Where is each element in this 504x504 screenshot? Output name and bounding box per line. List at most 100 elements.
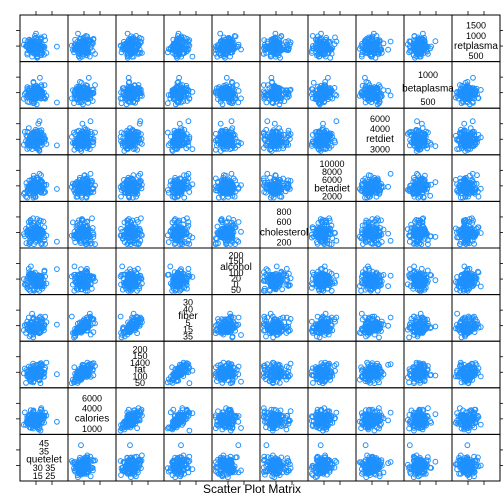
data-point bbox=[71, 100, 77, 107]
data-point bbox=[422, 41, 428, 48]
data-point bbox=[90, 90, 97, 97]
data-point bbox=[183, 41, 190, 48]
data-point bbox=[136, 90, 143, 97]
data-point bbox=[34, 87, 41, 94]
data-point bbox=[362, 44, 369, 51]
data-point bbox=[231, 33, 238, 39]
panel-r2-c8 bbox=[403, 107, 453, 156]
data-point bbox=[212, 130, 219, 137]
data-point bbox=[164, 100, 171, 107]
data-point bbox=[89, 215, 95, 222]
data-point bbox=[38, 52, 44, 59]
data-point bbox=[70, 87, 76, 93]
data-point bbox=[333, 118, 340, 125]
data-point bbox=[374, 50, 381, 57]
panel-r0-c8 bbox=[403, 14, 453, 63]
data-point bbox=[134, 44, 141, 51]
data-point bbox=[71, 46, 78, 53]
data-point bbox=[264, 118, 271, 125]
data-point bbox=[235, 41, 242, 48]
data-point bbox=[27, 38, 34, 45]
panel-r3-c1 bbox=[67, 154, 117, 202]
data-point bbox=[328, 50, 335, 57]
data-point bbox=[34, 94, 41, 101]
data-point bbox=[332, 34, 338, 41]
data-point bbox=[118, 225, 124, 232]
panel-r0-c3 bbox=[163, 14, 213, 63]
data-point bbox=[428, 181, 435, 188]
data-point bbox=[183, 35, 190, 42]
data-point bbox=[167, 46, 174, 53]
data-point bbox=[318, 30, 324, 37]
data-point bbox=[189, 146, 196, 153]
panel-r4-c0 bbox=[19, 200, 69, 249]
diag-var-label: betaplasma bbox=[402, 83, 454, 94]
diag-tick-label: 3000 bbox=[370, 144, 390, 154]
data-point bbox=[218, 41, 225, 48]
data-point bbox=[318, 35, 325, 42]
data-point bbox=[84, 96, 91, 103]
data-point bbox=[427, 192, 434, 199]
panel-r1-c2 bbox=[115, 61, 165, 109]
data-point bbox=[414, 118, 420, 125]
data-point bbox=[125, 44, 132, 51]
data-point bbox=[366, 41, 373, 48]
panel-r2-c9 bbox=[451, 107, 501, 156]
data-point bbox=[331, 41, 338, 48]
data-point bbox=[363, 38, 370, 45]
panel-r1-c7 bbox=[355, 61, 405, 109]
data-point bbox=[34, 54, 41, 61]
diag-tick-label: 2000 bbox=[322, 191, 342, 201]
data-point bbox=[285, 38, 292, 45]
data-point bbox=[371, 30, 377, 37]
data-point bbox=[314, 52, 320, 59]
panel-r3-c2 bbox=[115, 154, 165, 202]
data-point bbox=[31, 99, 38, 106]
diag-tick-label: 1000 bbox=[466, 31, 486, 41]
data-point bbox=[127, 50, 134, 57]
data-point bbox=[327, 38, 334, 45]
panel-r1-c9 bbox=[451, 61, 501, 109]
data-point bbox=[81, 91, 88, 98]
data-point bbox=[76, 83, 83, 90]
data-point bbox=[272, 34, 279, 41]
data-point bbox=[90, 87, 97, 93]
data-point bbox=[38, 44, 45, 51]
data-point bbox=[474, 172, 480, 179]
data-point bbox=[38, 83, 45, 90]
data-point bbox=[90, 35, 97, 42]
data-point bbox=[124, 30, 131, 37]
panel-r3-c0 bbox=[19, 154, 69, 202]
data-point bbox=[369, 41, 376, 48]
data-point bbox=[135, 82, 142, 88]
diag-tick-label: 1500 bbox=[466, 21, 486, 31]
data-point bbox=[54, 142, 60, 149]
data-point bbox=[125, 41, 132, 48]
data-point bbox=[129, 38, 136, 45]
data-point bbox=[84, 44, 91, 51]
data-point bbox=[41, 82, 48, 88]
data-point bbox=[223, 74, 230, 81]
panel-r4-c1 bbox=[67, 200, 117, 249]
data-point bbox=[387, 38, 394, 45]
data-point bbox=[82, 50, 89, 57]
panel-r1-c0 bbox=[19, 61, 69, 109]
data-point bbox=[38, 91, 44, 98]
data-point bbox=[217, 120, 224, 127]
data-point bbox=[278, 33, 285, 39]
data-point bbox=[227, 41, 234, 48]
data-point bbox=[272, 30, 279, 37]
data-point bbox=[271, 120, 278, 127]
data-point bbox=[228, 118, 235, 125]
data-point bbox=[38, 34, 44, 41]
data-point bbox=[315, 44, 321, 51]
data-point bbox=[54, 99, 60, 106]
panel-r2-c0 bbox=[19, 107, 69, 156]
data-point bbox=[54, 43, 60, 50]
data-point bbox=[309, 33, 316, 39]
data-point bbox=[75, 30, 81, 37]
panel-r1-c6 bbox=[307, 61, 357, 109]
data-point bbox=[271, 35, 277, 42]
